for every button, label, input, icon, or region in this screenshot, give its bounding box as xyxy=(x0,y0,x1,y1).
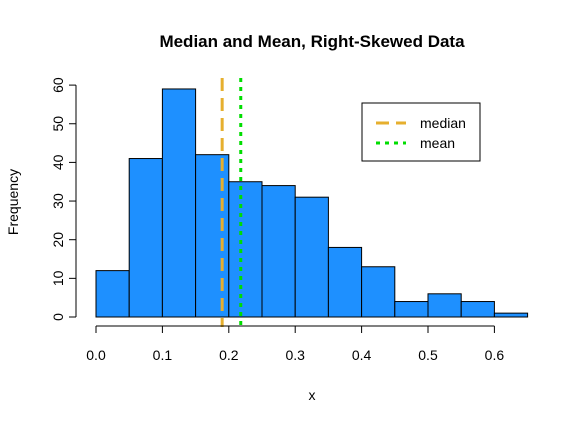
histogram-bar-0 xyxy=(95,270,130,318)
y-tick-label: 30 xyxy=(50,193,66,209)
histogram-bar-10 xyxy=(427,293,462,318)
x-axis: 0.0 0.1 0.2 0.3 0.4 0.5 0.6 xyxy=(86,325,505,363)
histogram-bar-1 xyxy=(128,158,163,318)
legend-mean-label: mean xyxy=(420,135,455,151)
y-tick-label: 50 xyxy=(50,116,66,132)
x-tick-label: 0.5 xyxy=(418,347,438,363)
histogram-bar-11 xyxy=(460,301,495,318)
histogram-bar-3 xyxy=(195,154,230,318)
chart-title: Median and Mean, Right-Skewed Data xyxy=(159,32,465,51)
reference-lines xyxy=(220,78,243,327)
histogram-bars xyxy=(95,88,529,318)
x-tick-label: 0.3 xyxy=(285,347,305,363)
x-tick-label: 0.2 xyxy=(219,347,239,363)
x-tick-label: 0.0 xyxy=(86,347,106,363)
y-tick-label: 0 xyxy=(50,313,66,321)
x-tick-label: 0.1 xyxy=(153,347,173,363)
y-tick-label: 10 xyxy=(50,270,66,286)
y-tick-label: 60 xyxy=(50,77,66,93)
histogram-bar-9 xyxy=(394,301,429,318)
y-tick-label: 40 xyxy=(50,154,66,170)
y-axis: 0 10 20 30 40 50 60 xyxy=(50,77,77,321)
histogram-bar-6 xyxy=(294,196,329,318)
x-tick-label: 0.6 xyxy=(485,347,505,363)
x-axis-label: x xyxy=(309,387,316,403)
histogram-bar-7 xyxy=(327,246,363,318)
legend: median mean xyxy=(361,102,481,162)
x-tick-label: 0.4 xyxy=(352,347,372,363)
histogram-bar-12 xyxy=(493,312,529,318)
legend-median-label: median xyxy=(420,115,466,131)
y-tick-label: 20 xyxy=(50,232,66,248)
histogram-bar-8 xyxy=(361,266,396,318)
legend-box xyxy=(361,102,481,162)
y-axis-label: Frequency xyxy=(5,169,21,235)
histogram-bar-4 xyxy=(228,181,263,318)
histogram-bar-2 xyxy=(161,88,197,318)
histogram-bar-5 xyxy=(261,185,296,318)
